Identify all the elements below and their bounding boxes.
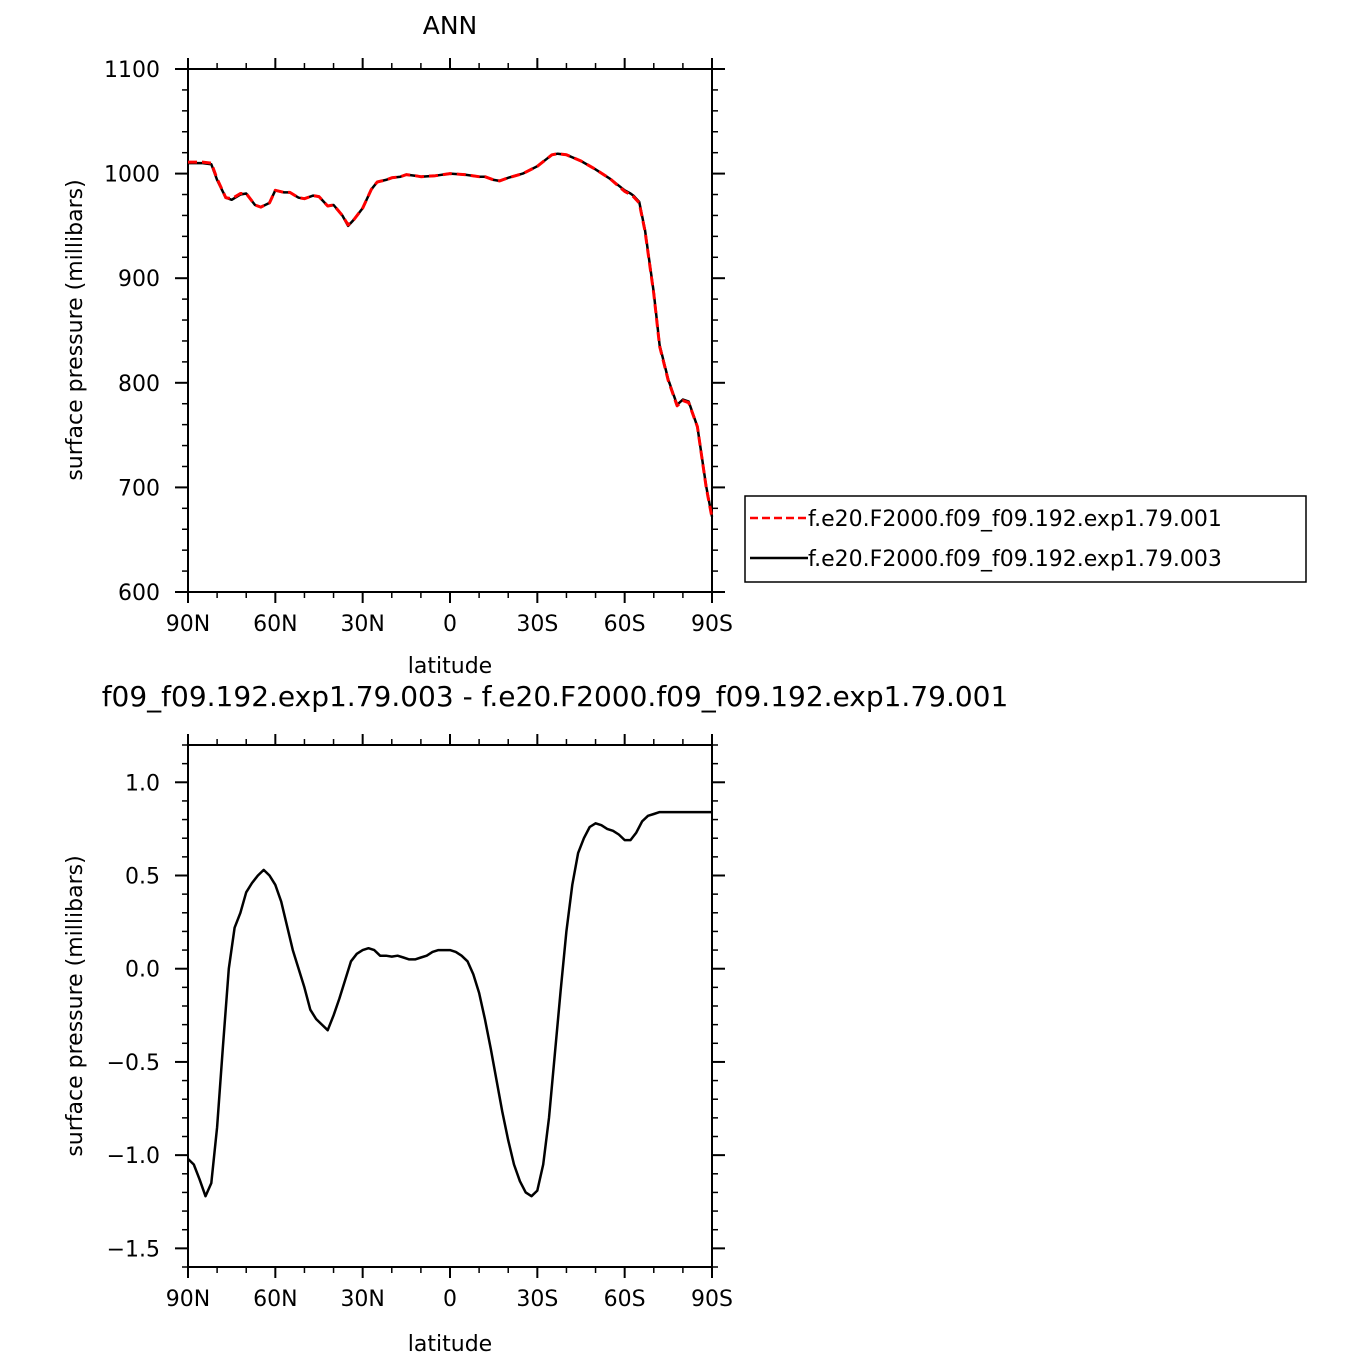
top-y-tick-label: 800 (118, 372, 160, 397)
top-axis-ticks (175, 58, 725, 603)
top-x-tick-label: 60S (604, 612, 646, 637)
legend: f.e20.F2000.f09_f09.192.exp1.79.001 f.e2… (744, 495, 1307, 583)
bottom-series-group (187, 810, 712, 1198)
bottom-y-tick-label: 1.0 (125, 771, 160, 796)
bottom-y-axis-label: surface pressure (millibars) (63, 855, 88, 1156)
bottom-y-tick-label: 0.5 (125, 865, 160, 890)
bottom-x-tick-labels: 90N 60N 30N 0 30S 60S 90S (166, 1287, 733, 1312)
top-y-tick-label: 700 (118, 476, 160, 501)
bottom-x-tick-label: 60N (253, 1287, 297, 1312)
top-panel: ANN 90N 60N 30N 0 30S 60S 90S 600 700 800 900 1000… (63, 11, 733, 679)
bottom-x-tick-label: 90S (691, 1287, 733, 1312)
top-x-tick-label: 90N (166, 612, 210, 637)
bottom-x-tick-label: 30S (516, 1287, 558, 1312)
top-series-line-1 (188, 152, 714, 517)
top-x-tick-label: 30S (516, 612, 558, 637)
top-x-axis-label: latitude (408, 654, 492, 679)
top-y-tick-label: 900 (118, 267, 160, 292)
top-y-axis-label: surface pressure (millibars) (63, 179, 88, 480)
bottom-x-tick-label: 60S (604, 1287, 646, 1312)
bottom-axis-ticks (175, 734, 725, 1278)
top-series-group (188, 152, 714, 518)
bottom-y-tick-label: −1.0 (107, 1144, 160, 1169)
legend-box (744, 495, 1307, 583)
bottom-y-tick-label: 0.0 (125, 958, 160, 983)
bottom-x-axis-label: latitude (408, 1332, 492, 1357)
bottom-series-line-0 (187, 810, 712, 1198)
top-x-tick-label: 60N (253, 612, 297, 637)
bottom-plot-frame (187, 744, 713, 1268)
top-x-tick-label: 30N (340, 612, 384, 637)
bottom-panel: f09_f09.192.exp1.79.003 - f.e20.F2000.f0… (63, 680, 1008, 1357)
top-y-tick-label: 1100 (104, 58, 160, 83)
top-y-tick-labels: 600 700 800 900 1000 1100 (104, 58, 160, 606)
top-x-tick-label: 90S (691, 612, 733, 637)
bottom-y-tick-label: −1.5 (107, 1237, 160, 1262)
top-y-tick-label: 1000 (104, 163, 160, 188)
bottom-x-tick-label: 90N (166, 1287, 210, 1312)
top-series-line-0 (188, 152, 714, 518)
bottom-y-tick-label: −0.5 (107, 1051, 160, 1076)
top-plot-frame (187, 68, 713, 593)
legend-label-series-003: f.e20.F2000.f09_f09.192.exp1.79.003 (808, 547, 1222, 572)
bottom-chart-title: f09_f09.192.exp1.79.003 - f.e20.F2000.f0… (102, 680, 1009, 713)
top-chart-title: ANN (423, 11, 478, 40)
legend-label-series-001: f.e20.F2000.f09_f09.192.exp1.79.001 (808, 507, 1222, 532)
top-x-tick-label: 0 (443, 612, 457, 637)
bottom-y-tick-labels: −1.5 −1.0 −0.5 0.0 0.5 1.0 (107, 771, 160, 1262)
top-x-tick-labels: 90N 60N 30N 0 30S 60S 90S (166, 612, 733, 637)
bottom-x-tick-label: 30N (340, 1287, 384, 1312)
bottom-x-tick-label: 0 (443, 1287, 457, 1312)
top-y-tick-label: 600 (118, 581, 160, 606)
